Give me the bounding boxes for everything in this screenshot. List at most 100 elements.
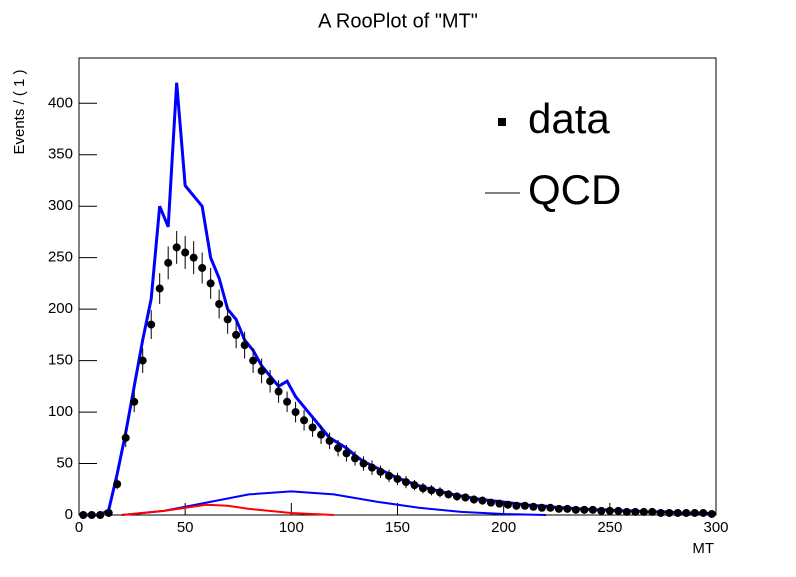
data-point <box>121 433 130 442</box>
data-point <box>266 377 275 386</box>
data-point <box>385 471 394 480</box>
data-point <box>300 416 309 425</box>
y-tick-label: 350 <box>48 146 73 163</box>
x-tick-label: 0 <box>75 519 83 536</box>
data-point <box>622 507 631 516</box>
data-point <box>529 502 538 511</box>
data-point <box>138 356 147 365</box>
x-tick-label: 150 <box>385 519 410 536</box>
y-tick-label: 50 <box>56 455 73 472</box>
data-point <box>368 463 377 472</box>
data-point <box>410 481 419 490</box>
data-point <box>155 284 164 293</box>
data-point <box>563 504 572 513</box>
data-point <box>537 503 546 512</box>
data-point <box>104 508 113 517</box>
data-point <box>512 501 521 510</box>
data-point <box>172 243 181 252</box>
data-point <box>461 493 470 502</box>
chart-title: A RooPlot of "MT" <box>318 10 478 32</box>
x-axis-label: MT <box>692 540 714 557</box>
data-point <box>359 459 368 468</box>
y-axis-label: Events / ( 1 ) <box>11 69 28 154</box>
data-point <box>435 488 444 497</box>
data-point <box>164 258 173 267</box>
data-point <box>648 507 657 516</box>
data-point <box>223 315 232 324</box>
y-tick-label: 200 <box>48 300 73 317</box>
x-tick-label: 50 <box>177 519 194 536</box>
curve <box>121 490 547 516</box>
data-point <box>690 508 699 517</box>
data-point <box>283 397 292 406</box>
data-point <box>342 449 351 458</box>
legend-label: data <box>528 95 610 142</box>
x-tick-label: 300 <box>703 519 728 536</box>
data-point <box>580 505 589 514</box>
data-point <box>614 506 623 515</box>
y-tick-label: 150 <box>48 352 73 369</box>
data-point <box>113 480 122 489</box>
data-point <box>79 511 88 519</box>
data-point <box>215 299 224 308</box>
data-point <box>588 505 597 514</box>
x-tick-label: 100 <box>279 519 304 536</box>
data-point <box>656 508 665 517</box>
data-point <box>673 508 682 517</box>
data-point <box>130 397 139 406</box>
data-point <box>699 508 708 517</box>
data-point <box>665 508 674 517</box>
data-point <box>181 248 190 257</box>
y-tick-label: 100 <box>48 403 73 420</box>
y-tick-label: 250 <box>48 249 73 266</box>
data-point <box>427 486 436 495</box>
data-point <box>351 454 360 463</box>
data-point <box>444 490 453 499</box>
data-point <box>291 408 300 417</box>
data-point <box>418 484 427 493</box>
data-point <box>597 506 606 515</box>
y-tick-label: 0 <box>65 506 73 523</box>
data-point <box>325 436 334 445</box>
data-point <box>546 503 555 512</box>
data-point <box>495 499 504 508</box>
data-point <box>334 444 343 453</box>
data-point <box>503 500 512 509</box>
y-tick-label: 400 <box>48 94 73 111</box>
data-point <box>240 341 249 350</box>
data-point <box>478 496 487 505</box>
data-point <box>554 504 563 513</box>
curve <box>121 503 334 516</box>
data-point <box>87 511 96 519</box>
x-tick-label: 200 <box>491 519 516 536</box>
data-point <box>232 330 241 339</box>
data-point <box>605 506 614 515</box>
data-point <box>401 478 410 487</box>
data-point <box>520 501 529 510</box>
data-point <box>639 507 648 516</box>
data-point <box>317 430 326 439</box>
y-tick-label: 300 <box>48 197 73 214</box>
data-point <box>631 507 640 516</box>
data-point <box>486 498 495 507</box>
data-point <box>571 505 580 514</box>
data-point <box>206 279 215 288</box>
data-point <box>707 509 716 518</box>
x-tick-label: 250 <box>597 519 622 536</box>
data-point <box>308 423 317 432</box>
data-point <box>682 508 691 517</box>
data-point <box>469 495 478 504</box>
data-point <box>96 511 105 519</box>
data-point <box>147 320 156 329</box>
data-point <box>189 253 198 262</box>
data-point <box>198 263 207 272</box>
data-point <box>452 492 461 501</box>
data-point <box>257 366 266 375</box>
data-point <box>274 387 283 396</box>
data-point <box>393 474 402 483</box>
data-point <box>249 356 258 365</box>
legend-label: QCD <box>528 166 621 213</box>
legend-marker <box>498 118 506 126</box>
data-point <box>376 467 385 476</box>
